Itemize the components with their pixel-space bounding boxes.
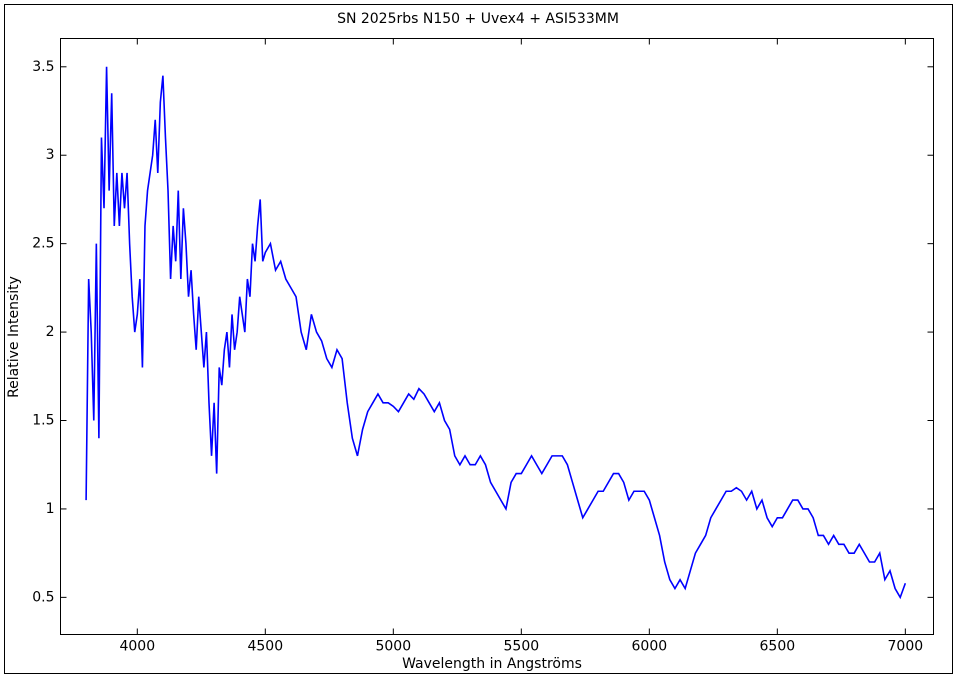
x-tick-label: 6500 (760, 639, 796, 655)
y-axis-label: Relative Intensity (6, 276, 22, 398)
y-tick-label: 0.5 (32, 589, 54, 605)
y-tick-label: 2.5 (32, 236, 54, 252)
x-axis-label: Wavelength in Angströms (402, 656, 582, 672)
y-tick-label: 1 (46, 501, 55, 517)
x-tick-label: 4000 (119, 639, 155, 655)
y-tick-label: 3 (46, 147, 55, 163)
y-tick-label: 1.5 (32, 413, 54, 429)
frame (4, 4, 953, 674)
x-tick-label: 4500 (247, 639, 283, 655)
plot-area (60, 38, 934, 635)
y-tick-label: 3.5 (32, 59, 54, 75)
y-tick-label: 2 (46, 324, 55, 340)
x-tick-label: 5500 (504, 639, 540, 655)
x-tick-label: 6000 (632, 639, 668, 655)
spectrum-line (85, 66, 907, 600)
x-tick-label: 7000 (888, 639, 924, 655)
x-tick-label: 5000 (375, 639, 411, 655)
chart-title: SN 2025rbs N150 + Uvex4 + ASI533MM (337, 11, 619, 27)
